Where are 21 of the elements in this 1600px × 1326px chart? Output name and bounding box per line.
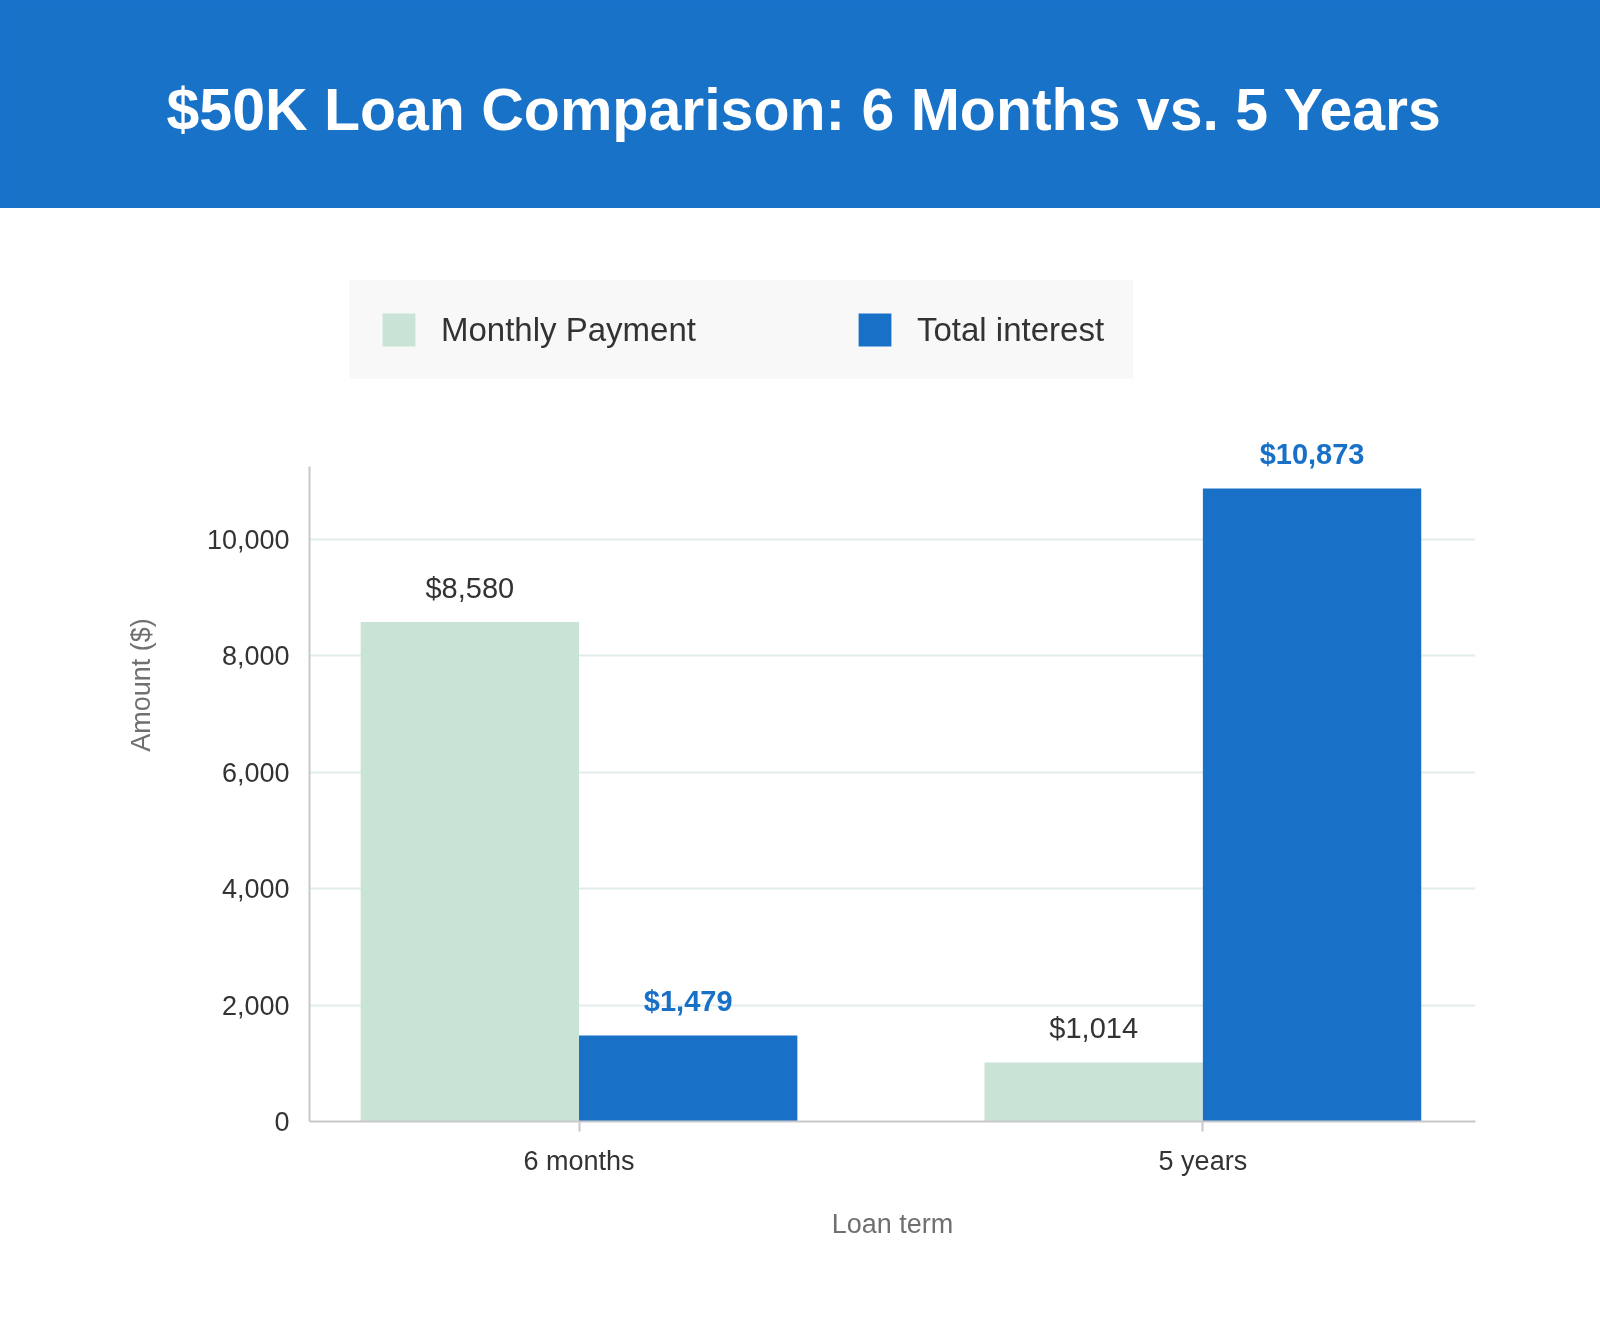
x-tick-label: 6 months bbox=[523, 1145, 635, 1176]
y-tick-label: 2,000 bbox=[221, 990, 290, 1021]
y-axis-title: Amount ($) bbox=[125, 618, 156, 752]
data-label: $10,873 bbox=[1259, 438, 1365, 471]
y-tick-label: 8,000 bbox=[221, 641, 290, 672]
bar bbox=[1202, 488, 1422, 1122]
data-label: $1,014 bbox=[1049, 1012, 1139, 1045]
legend-label: Monthly Payment bbox=[441, 310, 696, 349]
legend-label: Total interest bbox=[916, 310, 1105, 349]
x-axis-title: Loan term bbox=[831, 1208, 954, 1239]
y-tick-label: 0 bbox=[274, 1107, 290, 1137]
y-tick-label: 10,000 bbox=[206, 524, 290, 555]
bar bbox=[360, 621, 580, 1122]
data-label: $8,580 bbox=[425, 571, 515, 604]
x-tick-label: 5 years bbox=[1158, 1145, 1248, 1176]
data-label: $1,479 bbox=[643, 985, 733, 1018]
bar bbox=[579, 1035, 798, 1122]
chart-title: $50K Loan Comparison: 6 Months vs. 5 Years bbox=[166, 76, 1441, 143]
y-tick-label: 4,000 bbox=[221, 874, 290, 905]
bar bbox=[984, 1062, 1203, 1122]
y-tick-label: 6,000 bbox=[221, 757, 290, 788]
